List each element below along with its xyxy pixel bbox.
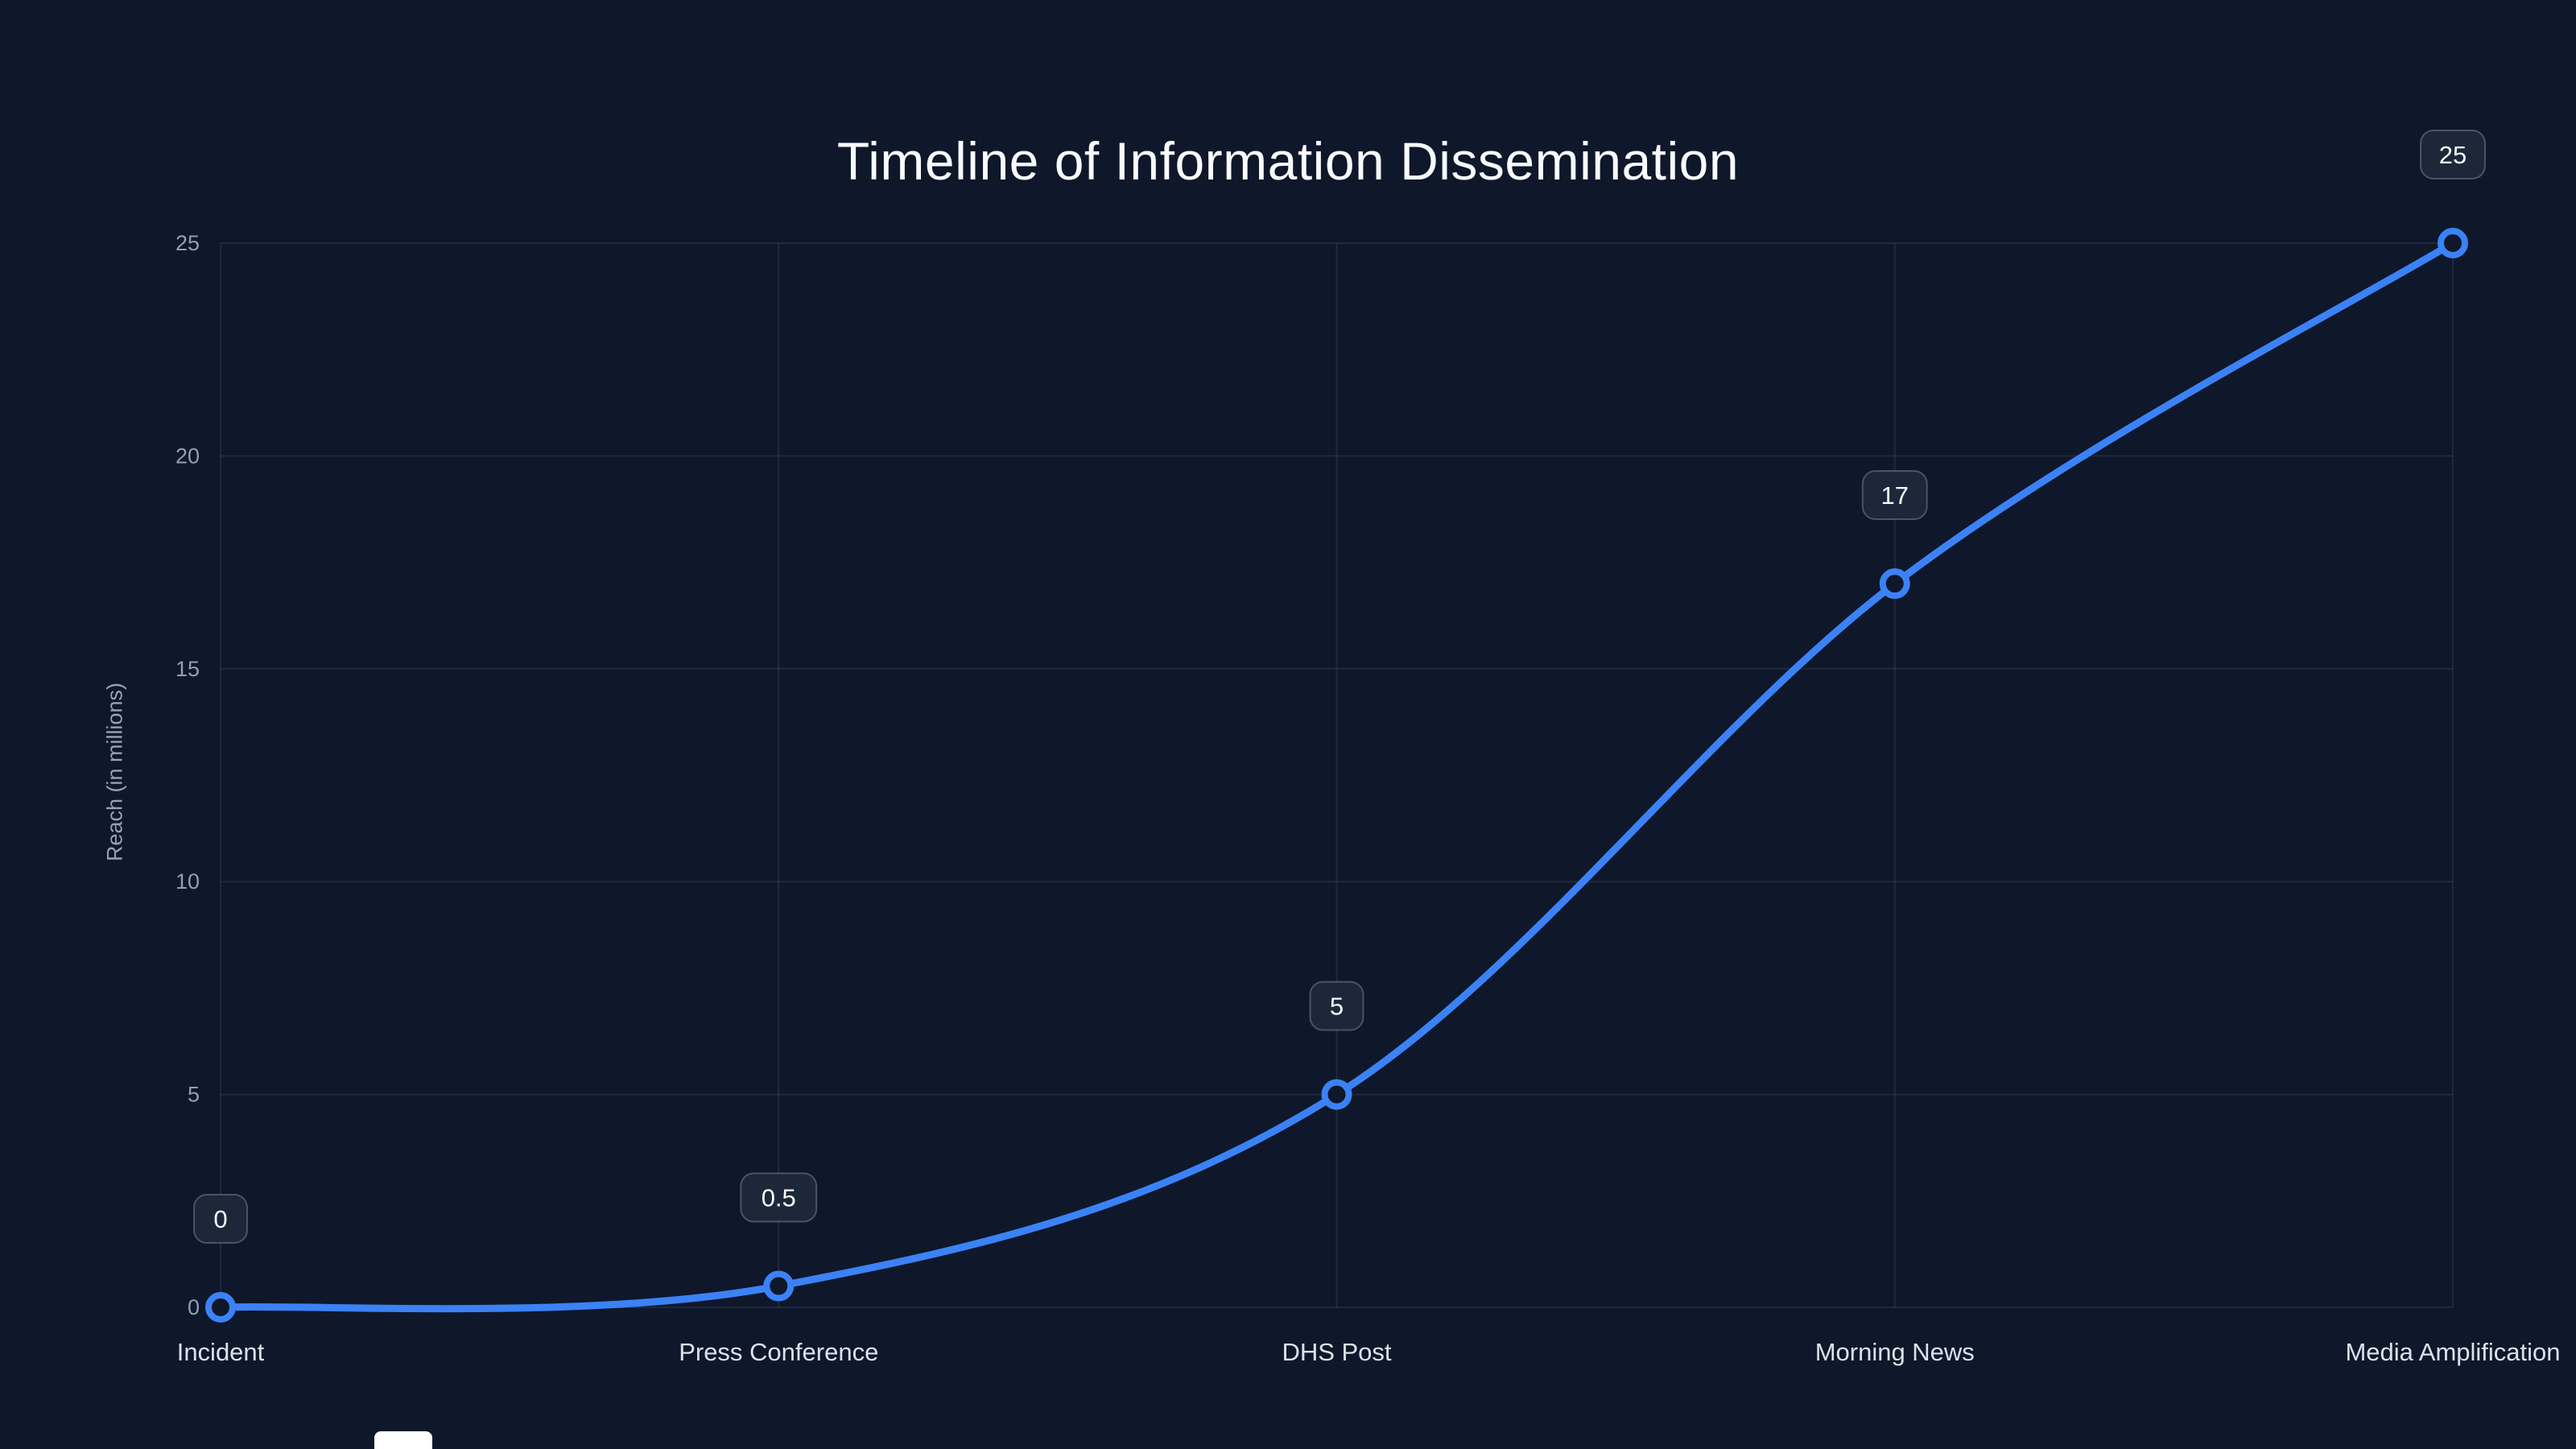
value-badge-label: 17 — [1881, 481, 1909, 510]
value-badge-label: 0.5 — [762, 1184, 796, 1212]
y-tick-label: 20 — [175, 444, 200, 468]
y-tick-label: 15 — [175, 657, 200, 681]
data-point[interactable] — [2438, 228, 2468, 258]
x-category-label: DHS Post — [1282, 1338, 1391, 1366]
value-badge — [1861, 470, 1928, 521]
y-tick-label: 5 — [188, 1083, 200, 1107]
watermark-badge — [374, 1431, 432, 1449]
y-tick-label: 25 — [175, 231, 200, 255]
x-category-label: Incident — [177, 1338, 265, 1366]
value-badge — [2420, 130, 2486, 180]
data-point[interactable] — [1879, 568, 1910, 600]
value-badge-label: 25 — [2439, 141, 2467, 169]
y-tick-label: 0 — [188, 1295, 200, 1319]
value-badge — [193, 1194, 248, 1244]
y-tick-label: 10 — [175, 869, 200, 894]
value-badge — [1309, 980, 1364, 1031]
x-category-label: Morning News — [1815, 1338, 1975, 1366]
chart-title: Timeline of Information Dissemination — [836, 131, 1740, 192]
value-badge-label: 5 — [1330, 993, 1344, 1021]
data-point[interactable] — [1321, 1079, 1352, 1110]
value-badge-label: 0 — [213, 1205, 227, 1233]
data-point[interactable] — [205, 1292, 236, 1323]
x-category-label: Media Amplification — [2345, 1338, 2560, 1366]
data-point[interactable] — [763, 1270, 795, 1302]
x-category-label: Press Conference — [679, 1338, 878, 1366]
value-badge — [740, 1172, 818, 1223]
series-line — [217, 239, 2457, 1313]
